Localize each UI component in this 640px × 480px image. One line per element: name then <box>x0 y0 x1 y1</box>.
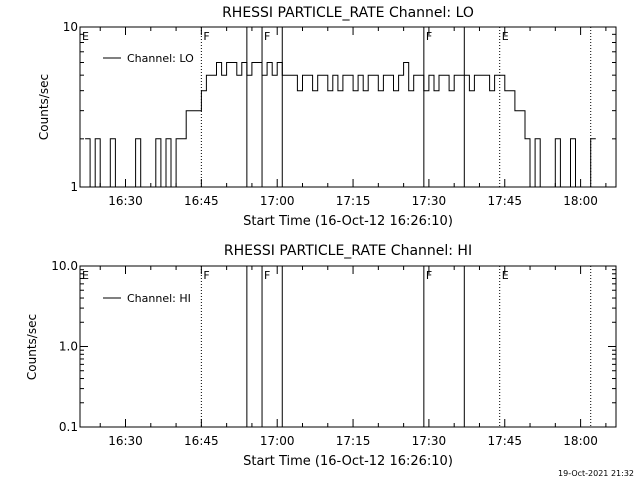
panel-hi-annotation-label: F <box>426 269 432 282</box>
panel-lo-x-ticks: 16:30 16:45 17:00 17:15 17:30 17:45 18:00 <box>99 27 607 208</box>
panel-hi-left-label: E <box>82 269 89 282</box>
panel-lo-annotation-label: F <box>426 30 432 43</box>
panel-lo-annotation-label: F <box>264 30 270 43</box>
panel-hi-y-tick-label: 10.0 <box>51 259 78 273</box>
panel-hi-x-tick-label: 16:30 <box>108 434 143 448</box>
panel-hi-legend: Channel: HI <box>103 292 191 305</box>
panel-lo-legend: Channel: LO <box>103 52 194 65</box>
panel-hi-annotation-label: F <box>203 269 209 282</box>
panel-hi-y-ticks: 0.1 1.0 10.0 <box>51 259 616 434</box>
panel-lo-x-tick-label: 16:45 <box>184 194 219 208</box>
panel-hi-ylabel: Counts/sec <box>25 314 39 380</box>
panel-lo-annotation-label: E <box>502 30 509 43</box>
panel-lo-annotations: F F F EE <box>82 27 592 187</box>
panel-hi-x-tick-label: 17:45 <box>487 434 522 448</box>
panel-hi-frame <box>79 265 617 428</box>
panel-hi-x-tick-label: 17:30 <box>412 434 447 448</box>
panel-lo-y-ticks: 1 10 <box>63 20 616 194</box>
panel-hi-x-tick-label: 17:00 <box>260 434 295 448</box>
panel-lo: RHESSI PARTICLE_RATE Channel: LO 16:30 16… <box>37 5 617 229</box>
panel-lo-xlabel: Start Time (16-Oct-12 16:26:10) <box>243 214 453 229</box>
panel-lo-y-tick-label: 10 <box>63 20 78 34</box>
panel-hi-title: RHESSI PARTICLE_RATE Channel: HI <box>224 243 472 259</box>
panel-lo-frame <box>79 26 617 188</box>
panel-lo-series-line <box>85 62 596 188</box>
panel-lo-x-tick-label: 17:15 <box>336 194 371 208</box>
panel-lo-left-label: E <box>82 30 89 43</box>
panel-lo-x-tick-label: 18:00 <box>563 194 598 208</box>
panel-hi-legend-label: Channel: HI <box>127 292 191 305</box>
panel-hi-y-tick-label: 0.1 <box>59 420 78 434</box>
panel-lo-y-tick-label: 1 <box>70 180 78 194</box>
panel-hi-x-tick-label: 18:00 <box>563 434 598 448</box>
panel-hi-annotations: F F F EE <box>82 266 592 427</box>
panel-hi-annotation-label: F <box>264 269 270 282</box>
panel-lo-x-tick-label: 17:00 <box>260 194 295 208</box>
footer-timestamp: 19-Oct-2021 21:32 <box>558 469 634 478</box>
panel-hi-x-tick-label: 17:15 <box>336 434 371 448</box>
panel-lo-legend-label: Channel: LO <box>127 52 194 65</box>
panel-lo-series <box>85 62 596 188</box>
panel-lo-title: RHESSI PARTICLE_RATE Channel: LO <box>222 5 474 21</box>
panel-lo-x-tick-label: 16:30 <box>108 194 143 208</box>
panel-hi-annotation-label: E <box>502 269 509 282</box>
panel-hi-x-tick-label: 16:45 <box>184 434 219 448</box>
panel-lo-ylabel: Counts/sec <box>37 74 51 140</box>
panel-lo-x-tick-label: 17:45 <box>487 194 522 208</box>
panel-hi-y-tick-label: 1.0 <box>59 340 78 354</box>
panel-hi-x-ticks: 16:30 16:45 17:00 17:15 17:30 17:45 18:00 <box>99 266 607 448</box>
panel-hi-xlabel: Start Time (16-Oct-12 16:26:10) <box>243 454 453 469</box>
panel-hi: RHESSI PARTICLE_RATE Channel: HI 16:30 16… <box>25 243 617 469</box>
panel-lo-x-tick-label: 17:30 <box>412 194 447 208</box>
panel-lo-annotation-label: F <box>203 30 209 43</box>
